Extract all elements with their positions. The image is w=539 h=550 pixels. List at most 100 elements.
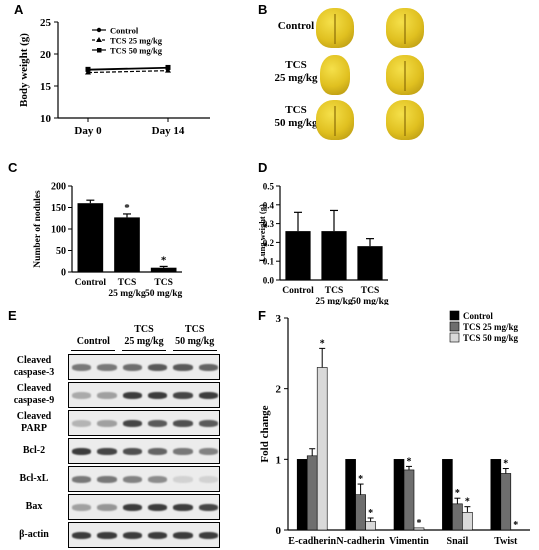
bar — [413, 527, 425, 531]
western-blot-strip — [68, 382, 220, 408]
western-row-label: β-actin — [4, 529, 64, 541]
x-tick-label: Day 0 — [74, 125, 102, 137]
lung-specimen-image — [386, 55, 424, 95]
western-band — [122, 532, 142, 539]
western-band — [198, 476, 218, 483]
lung-cleft — [334, 14, 337, 44]
western-band — [72, 448, 92, 455]
y-tick-label: 25 — [40, 17, 52, 29]
bar — [345, 459, 356, 531]
western-band — [198, 448, 218, 455]
bar — [77, 203, 104, 272]
chart-a-body-weight: 10 15 20 25 Day 0 Day 14 Body weight (g) Contro… — [18, 17, 210, 137]
bar — [150, 267, 177, 272]
x-tick-label: Twist — [494, 536, 518, 547]
western-row-label-line: β-actin — [19, 529, 49, 540]
western-row-label-line: Bax — [25, 501, 43, 512]
y-tick-label: 2 — [276, 384, 282, 396]
bar — [452, 503, 463, 531]
chart-d-lung-weight: 0.0 0.1 0.2 0.3 0.4 0.5 Lung weight (g) Control… — [258, 182, 389, 306]
western-row-label: Cleaved caspase-9 — [4, 383, 64, 407]
western-band — [97, 420, 117, 427]
y-tick-label: 0 — [61, 268, 66, 279]
western-group-label-line: 50 mg/kg — [175, 336, 215, 347]
lung-specimen-image — [316, 8, 354, 48]
y-tick-label: 0 — [276, 525, 282, 537]
western-blot-strip — [68, 522, 220, 548]
panel-letter-f: F — [258, 308, 266, 323]
bar — [316, 367, 328, 531]
western-row-label-line: Bcl-2 — [22, 445, 46, 456]
legend-marker — [96, 37, 102, 42]
western-blot-strip — [68, 494, 220, 520]
western-band — [72, 392, 92, 399]
western-band — [122, 392, 142, 399]
lung-row-label: Control — [266, 20, 326, 33]
western-band — [173, 392, 193, 399]
western-band — [97, 504, 117, 511]
western-band — [198, 392, 218, 399]
x-tick-label: TCS — [154, 278, 172, 288]
lung-specimen-image — [316, 100, 354, 140]
western-group-label: Control — [63, 336, 123, 348]
data-point — [85, 69, 91, 75]
western-band — [122, 504, 142, 511]
y-tick-label: 0.1 — [263, 257, 275, 267]
chart-f-fold-change: 0 1 2 3 Fold change * E-cadherin * * N-cadherin * *… — [259, 310, 530, 547]
western-band — [97, 476, 117, 483]
western-group-label: TCS 50 mg/kg — [165, 324, 225, 348]
western-band — [72, 532, 92, 539]
western-group-label-line: Control — [76, 336, 110, 347]
y-tick-label: 0.3 — [263, 219, 275, 229]
western-row-label: Bcl-xL — [4, 473, 64, 485]
y-tick-label: 0.5 — [263, 182, 275, 192]
y-tick-label: 50 — [56, 246, 66, 257]
bar — [114, 217, 140, 272]
western-row-label-line: Cleaved — [16, 355, 52, 366]
significance-star: * — [161, 254, 167, 266]
western-band — [97, 364, 117, 371]
western-band — [173, 504, 193, 511]
bar — [462, 512, 473, 531]
y-tick-label: 15 — [40, 81, 52, 93]
significance-star: * — [124, 202, 130, 214]
western-band — [173, 532, 193, 539]
x-tick-label: 25 mg/kg — [315, 297, 352, 305]
bar — [500, 473, 512, 531]
lung-row-label: TCS 50 mg/kg — [266, 104, 326, 130]
western-band — [148, 392, 168, 399]
lung-row-label-line: TCS — [285, 104, 307, 116]
western-row-label: Bax — [4, 501, 64, 513]
y-axis-label: Lung weight (g) — [258, 204, 267, 262]
y-tick-label: 200 — [51, 182, 66, 193]
western-row-label-line: caspase-9 — [13, 395, 55, 406]
western-row-label-line: Bcl-xL — [19, 473, 49, 484]
western-band — [122, 448, 142, 455]
y-tick-label: 20 — [40, 49, 52, 61]
x-tick-label: 50 mg/kg — [145, 289, 182, 299]
bar — [355, 494, 366, 531]
western-band — [173, 364, 193, 371]
panel-letter-e: E — [8, 308, 17, 323]
western-blot-strip — [68, 466, 220, 492]
lung-cleft — [404, 106, 407, 136]
x-tick-label: TCS — [361, 286, 379, 296]
western-band — [148, 420, 168, 427]
western-row-label-line: caspase-3 — [13, 367, 55, 378]
western-band — [148, 532, 168, 539]
bar — [285, 231, 311, 280]
x-tick-label: Day 14 — [152, 125, 185, 137]
x-tick-label: 50 mg/kg — [351, 297, 388, 305]
western-band — [198, 420, 218, 427]
chart-c-nodules: 0 50 100 150 200 Number of nodules Control * TCS… — [33, 182, 183, 300]
significance-star: * — [407, 456, 412, 467]
western-band — [148, 364, 168, 371]
x-tick-label: TCS — [325, 286, 343, 296]
significance-star: * — [358, 474, 363, 485]
significance-star: * — [513, 520, 518, 531]
panel-letter-b: B — [258, 2, 268, 17]
legend-marker — [96, 27, 102, 33]
lung-row-label-line: Control — [277, 20, 315, 32]
western-band — [148, 448, 168, 455]
lung-row-label-line: 25 mg/kg — [274, 72, 318, 84]
